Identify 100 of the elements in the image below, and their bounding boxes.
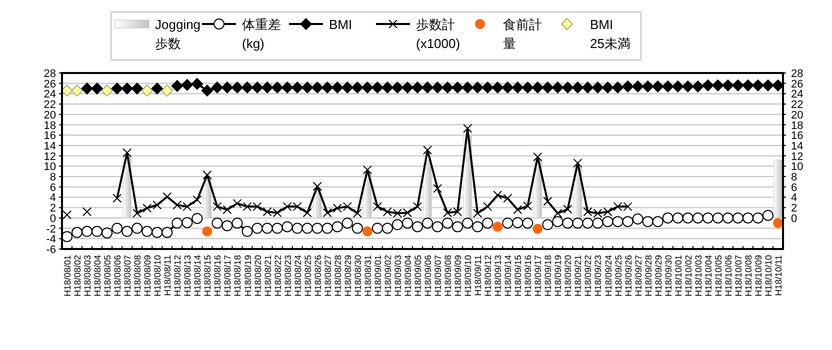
x-tick-label: H18/08/05 [102,255,113,297]
point [202,226,212,236]
point [563,204,572,214]
y2-tick-label: 8 [791,172,798,184]
x-tick-label: H18/08/14 [192,255,203,297]
point [372,202,382,212]
x-tick-label: H18/08/15 [202,255,213,297]
point [141,84,154,96]
x-tick-label: H18/08/02 [72,255,83,297]
point [523,202,532,211]
y2-tick-label: 4 [791,192,798,204]
point [152,200,162,210]
y-tick-label: 14 [44,140,56,152]
x-tick-label: H18/09/25 [613,255,624,297]
point [412,202,422,212]
point [192,195,202,204]
legend-label: 食前計量 [503,17,542,51]
point [202,170,212,180]
x-tick-label: H18/10/08 [743,255,754,297]
x-tick-label: H18/09/05 [412,255,423,297]
x-tick-label: H18/09/09 [453,255,464,297]
point [573,158,582,168]
x-tick-label: H18/08/13 [182,255,193,297]
point [112,194,122,203]
point [463,124,472,133]
point [71,84,83,96]
y-tick-label: 12 [44,150,56,163]
x-tick-label: H18/08/18 [232,255,243,297]
y2-tick-label: 14 [791,140,804,152]
y-tick-label: 22 [44,99,56,112]
x-tick-label: H18/09/23 [593,255,604,297]
point [312,182,322,191]
x-tick-label: H18/10/09 [753,255,764,297]
y-tick-label: 0 [50,212,56,225]
y2-tick-label: 20 [791,109,804,122]
y-tick-label: 10 [44,161,56,174]
x-tick-label: H18/09/01 [372,255,383,297]
y-tick-label: 8 [50,172,56,184]
x-tick-label: H18/10/02 [683,255,694,297]
point [483,202,492,212]
x-tick-label: H18/09/22 [583,255,594,297]
legend-label: Jogging 歩数 [155,17,201,51]
x-tick-label: H18/09/07 [433,255,444,297]
y2-tick-label: 12 [791,150,804,163]
y-tick-label: 2 [50,202,56,215]
x-tick-label: H18/08/17 [222,255,233,297]
legend-label: BMI 25未満 [590,17,630,51]
x-tick-label: H18/09/30 [663,255,674,297]
x-tick-label: H18/09/15 [513,255,524,297]
x-tick-label: H18/08/20 [252,255,263,297]
y2-tick-label: 28 [791,68,804,80]
x-tick-label: H18/08/24 [292,255,303,297]
y-tick-label: 26 [44,78,56,90]
point [352,208,362,218]
x-tick-label: H18/08/31 [362,255,373,297]
y2-tick-label: 18 [791,120,804,132]
point [212,202,222,212]
x-tick-label: H18/08/09 [142,255,153,297]
point [101,84,113,96]
x-tick-label: H18/09/18 [543,255,554,297]
x-tick-label: H18/09/17 [533,255,544,297]
x-tick-label: H18/08/10 [152,255,163,297]
x-tick-label: H18/10/04 [703,255,714,297]
point [302,208,312,218]
x-tick-label: H18/09/16 [523,255,534,297]
point [772,218,783,228]
y2-tick-label: 24 [791,88,804,101]
x-tick-label: H18/09/12 [483,255,494,297]
y2-tick-label: 0 [791,212,798,225]
point [122,148,132,158]
x-tick-label: H18/09/21 [573,255,584,297]
x-tick-label: H18/09/04 [402,255,413,297]
y-tick-label: -6 [46,244,56,256]
y-tick-label: -4 [46,234,56,246]
y2-tick-label: 6 [791,182,798,194]
y-tick-label: 6 [50,182,56,194]
legend-label: BMI [329,17,352,32]
x-tick-label: H18/10/07 [733,255,744,297]
y-tick-label: 24 [44,88,56,101]
point [503,194,512,203]
x-tick-label: H18/09/20 [563,255,574,297]
x-tick-label: H18/08/27 [322,255,333,297]
x-tick-label: H18/09/26 [623,255,634,297]
point [222,205,232,214]
point [433,184,442,193]
point [62,210,72,220]
x-tick-label: H18/08/08 [132,255,143,297]
y-tick-label: 20 [44,109,56,122]
legend-label: 歩数計 (x1000) [416,17,460,51]
point [533,152,542,162]
point [553,208,562,218]
point [162,192,172,202]
x-tick-label: H18/08/07 [122,255,133,297]
y2-tick-label: 26 [791,78,804,90]
point [532,224,543,234]
y-tick-label: 18 [44,120,56,132]
x-tick-label: H18/08/30 [352,255,363,297]
y-tick-label: 16 [44,130,56,142]
x-tick-label: H18/08/25 [302,255,313,297]
point [362,165,372,174]
